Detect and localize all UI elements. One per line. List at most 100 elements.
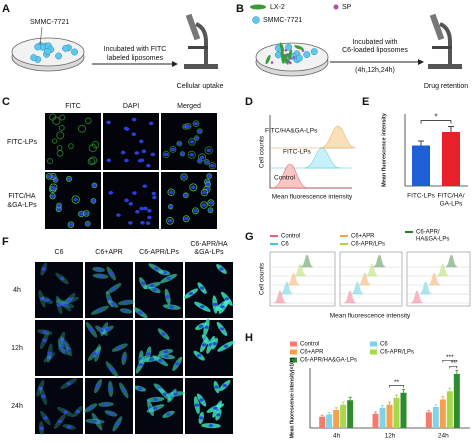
label: FITC-LPs bbox=[407, 193, 436, 200]
label: Cell counts bbox=[259, 135, 266, 168]
bar bbox=[340, 404, 347, 428]
label: 4h bbox=[333, 433, 341, 440]
nucleus bbox=[120, 150, 126, 155]
nucleus bbox=[201, 203, 207, 207]
cell-signal bbox=[182, 215, 190, 223]
nucleus bbox=[105, 327, 110, 332]
nucleus bbox=[66, 347, 71, 351]
nucleus bbox=[140, 221, 145, 225]
label: Merged bbox=[177, 103, 201, 110]
nucleus bbox=[151, 191, 157, 196]
nucleus bbox=[99, 328, 104, 333]
nucleus bbox=[146, 352, 151, 356]
bar bbox=[425, 412, 432, 428]
sp-icon bbox=[333, 4, 339, 10]
histogram-peak bbox=[351, 281, 364, 295]
histogram-peak bbox=[280, 281, 293, 295]
nucleus bbox=[197, 159, 203, 163]
panel-label: F bbox=[2, 236, 9, 248]
panel-label: D bbox=[245, 96, 253, 108]
sp-icon bbox=[270, 61, 274, 64]
nucleus bbox=[51, 185, 56, 190]
leader bbox=[39, 26, 43, 46]
nucleus bbox=[206, 174, 212, 178]
nucleus bbox=[38, 386, 43, 390]
bar bbox=[319, 416, 326, 428]
label: C6-APR/HA&GA-LPs bbox=[300, 358, 357, 364]
nucleus bbox=[42, 330, 47, 334]
cell-signal bbox=[207, 199, 215, 207]
arrow-head bbox=[172, 61, 178, 67]
bar bbox=[326, 414, 333, 428]
label: C6+APR bbox=[300, 350, 324, 356]
nucleus bbox=[169, 305, 174, 309]
nucleus bbox=[59, 276, 65, 281]
nucleus bbox=[210, 163, 215, 168]
nucleus bbox=[143, 206, 148, 211]
cell-signal bbox=[208, 162, 216, 170]
nucleus bbox=[116, 213, 121, 217]
label: SMMC-7721 bbox=[263, 17, 302, 24]
nucleus bbox=[149, 357, 154, 361]
nucleus bbox=[108, 190, 114, 195]
bar bbox=[333, 410, 340, 428]
label: Drug retention bbox=[424, 83, 468, 90]
nucleus bbox=[45, 298, 50, 302]
bar bbox=[347, 400, 354, 428]
nucleus bbox=[110, 302, 116, 306]
label: &GA-LPs bbox=[194, 249, 224, 256]
nucleus bbox=[222, 383, 228, 388]
nucleus bbox=[199, 286, 205, 290]
panel-label: A bbox=[2, 3, 10, 15]
nucleus bbox=[206, 148, 211, 153]
cell-signal bbox=[166, 217, 174, 225]
cell-signal bbox=[65, 176, 72, 182]
cell-signal bbox=[189, 183, 198, 192]
label: C6+APR bbox=[351, 234, 375, 240]
microscope-base bbox=[428, 64, 462, 69]
nucleus bbox=[56, 303, 62, 307]
cell-signal bbox=[52, 116, 61, 125]
nucleus bbox=[138, 139, 144, 144]
histogram-peak bbox=[428, 272, 441, 286]
histogram-peak bbox=[373, 254, 386, 268]
nucleus bbox=[47, 351, 52, 355]
label: C6 bbox=[55, 249, 64, 256]
nucleus bbox=[181, 175, 187, 179]
bar bbox=[432, 407, 439, 428]
legend-swatch bbox=[370, 341, 377, 347]
significance-bracket bbox=[420, 120, 452, 124]
label: * bbox=[434, 113, 437, 122]
nucleus bbox=[62, 302, 68, 306]
histogram-frame bbox=[406, 251, 471, 307]
lx2-icon bbox=[265, 54, 271, 65]
nucleus bbox=[115, 422, 120, 426]
label: 4h bbox=[13, 287, 21, 294]
nucleus bbox=[204, 160, 210, 164]
cell-signal bbox=[91, 141, 100, 149]
cell-signal bbox=[85, 117, 92, 125]
nucleus bbox=[142, 184, 148, 188]
legend-swatch bbox=[290, 341, 297, 347]
nucleus bbox=[89, 328, 94, 332]
cell-signal bbox=[196, 128, 203, 135]
nucleus bbox=[39, 426, 44, 430]
label: C6-APR/HA bbox=[190, 241, 228, 248]
nucleus bbox=[168, 204, 173, 209]
nucleus bbox=[173, 392, 178, 396]
microscope-tube bbox=[185, 13, 201, 41]
nucleus bbox=[214, 385, 219, 389]
label: GA-LPs bbox=[440, 201, 464, 208]
legend-swatch bbox=[370, 349, 377, 355]
cell-signal bbox=[49, 113, 57, 121]
label: (4h,12h,24h) bbox=[355, 67, 395, 74]
cell-signal bbox=[56, 131, 65, 140]
bar bbox=[439, 399, 446, 428]
label: SMMC-7721 bbox=[30, 19, 69, 26]
lx2-icon bbox=[288, 49, 293, 60]
nucleus bbox=[224, 297, 230, 301]
nucleus bbox=[146, 163, 151, 168]
histogram-peak bbox=[273, 290, 287, 304]
bar bbox=[442, 132, 460, 186]
nucleus bbox=[147, 215, 152, 220]
